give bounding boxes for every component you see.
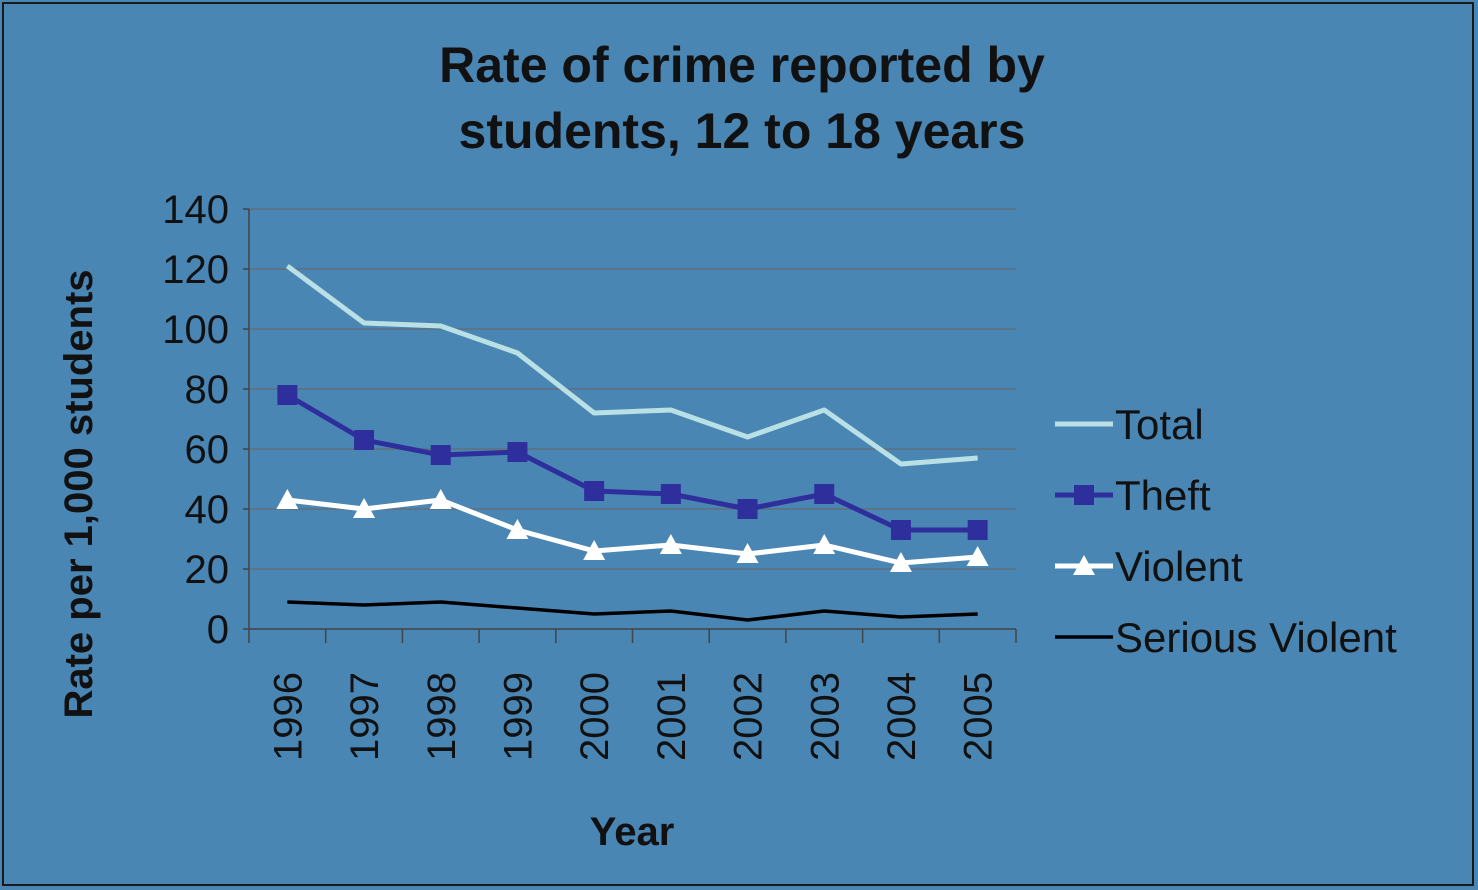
axes bbox=[243, 208, 1017, 643]
x-tick-label: 1997 bbox=[343, 672, 387, 761]
x-tick-label: 2003 bbox=[803, 672, 847, 761]
y-tick-label: 80 bbox=[185, 368, 230, 412]
series-line bbox=[287, 497, 978, 566]
data-point-square bbox=[967, 520, 988, 540]
y-tick-label: 0 bbox=[207, 608, 229, 652]
data-point-square bbox=[890, 520, 911, 540]
y-tick-label: 60 bbox=[185, 428, 230, 472]
legend-label: Serious Violent bbox=[1115, 614, 1397, 661]
data-point-square bbox=[430, 445, 451, 465]
x-tick-label: 1999 bbox=[496, 672, 540, 761]
series-serious-violent bbox=[287, 600, 978, 622]
legend: Total Theft Violent Serious Violent bbox=[1055, 401, 1397, 661]
x-tick-label: 1998 bbox=[420, 672, 464, 761]
series-line bbox=[286, 392, 978, 533]
data-point-square bbox=[814, 484, 835, 504]
data-point-triangle bbox=[736, 543, 759, 563]
series-theft bbox=[277, 385, 988, 540]
legend-marker-square bbox=[1074, 485, 1094, 505]
series-lines bbox=[276, 263, 989, 622]
y-tick-label: 40 bbox=[185, 488, 230, 532]
y-tick-label: 100 bbox=[162, 308, 229, 352]
data-point-triangle bbox=[813, 534, 836, 554]
y-tick-label: 140 bbox=[162, 188, 229, 232]
x-tick-label: 1996 bbox=[266, 672, 310, 761]
legend-marker-triangle bbox=[1073, 555, 1095, 575]
legend-label: Violent bbox=[1115, 543, 1243, 590]
legend-label: Theft bbox=[1115, 472, 1211, 519]
x-tick-label: 2005 bbox=[957, 672, 1001, 761]
data-point-triangle bbox=[276, 489, 299, 509]
legend-label: Total bbox=[1115, 401, 1204, 448]
series-line bbox=[285, 263, 978, 467]
y-tick-label: 20 bbox=[185, 548, 230, 592]
y-tick-labels: 0 20 40 60 80 100 120 140 bbox=[162, 188, 229, 652]
data-point-square bbox=[584, 481, 605, 501]
data-point-triangle bbox=[583, 540, 606, 560]
x-axis-title: Year bbox=[590, 810, 675, 854]
data-point-square bbox=[737, 499, 758, 519]
data-point-square bbox=[277, 385, 298, 405]
data-point-triangle bbox=[966, 546, 989, 566]
data-point-square bbox=[354, 430, 375, 450]
data-point-square bbox=[507, 442, 528, 462]
series-line bbox=[287, 600, 978, 622]
data-point-triangle bbox=[429, 489, 452, 509]
chart-title-line-2: students, 12 to 18 years bbox=[459, 103, 1026, 159]
x-tick-labels: 1996 1997 1998 1999 2000 2001 2002 2003 2004 2005 bbox=[266, 672, 1000, 761]
x-tick-label: 2002 bbox=[727, 672, 771, 761]
series-violent bbox=[276, 489, 989, 572]
y-tick-label: 120 bbox=[162, 248, 229, 292]
x-tick-label: 2001 bbox=[650, 672, 694, 761]
chart-title-line-1: Rate of crime reported by bbox=[439, 37, 1045, 93]
data-point-triangle bbox=[353, 498, 376, 518]
data-point-triangle bbox=[659, 534, 682, 554]
data-point-triangle bbox=[889, 552, 912, 572]
series-total bbox=[285, 263, 978, 467]
x-tick-label: 2004 bbox=[880, 672, 924, 761]
y-axis-title: Rate per 1,000 students bbox=[57, 269, 101, 718]
x-tick-label: 2000 bbox=[573, 672, 617, 761]
data-point-triangle bbox=[506, 519, 529, 539]
data-point-square bbox=[660, 484, 681, 504]
